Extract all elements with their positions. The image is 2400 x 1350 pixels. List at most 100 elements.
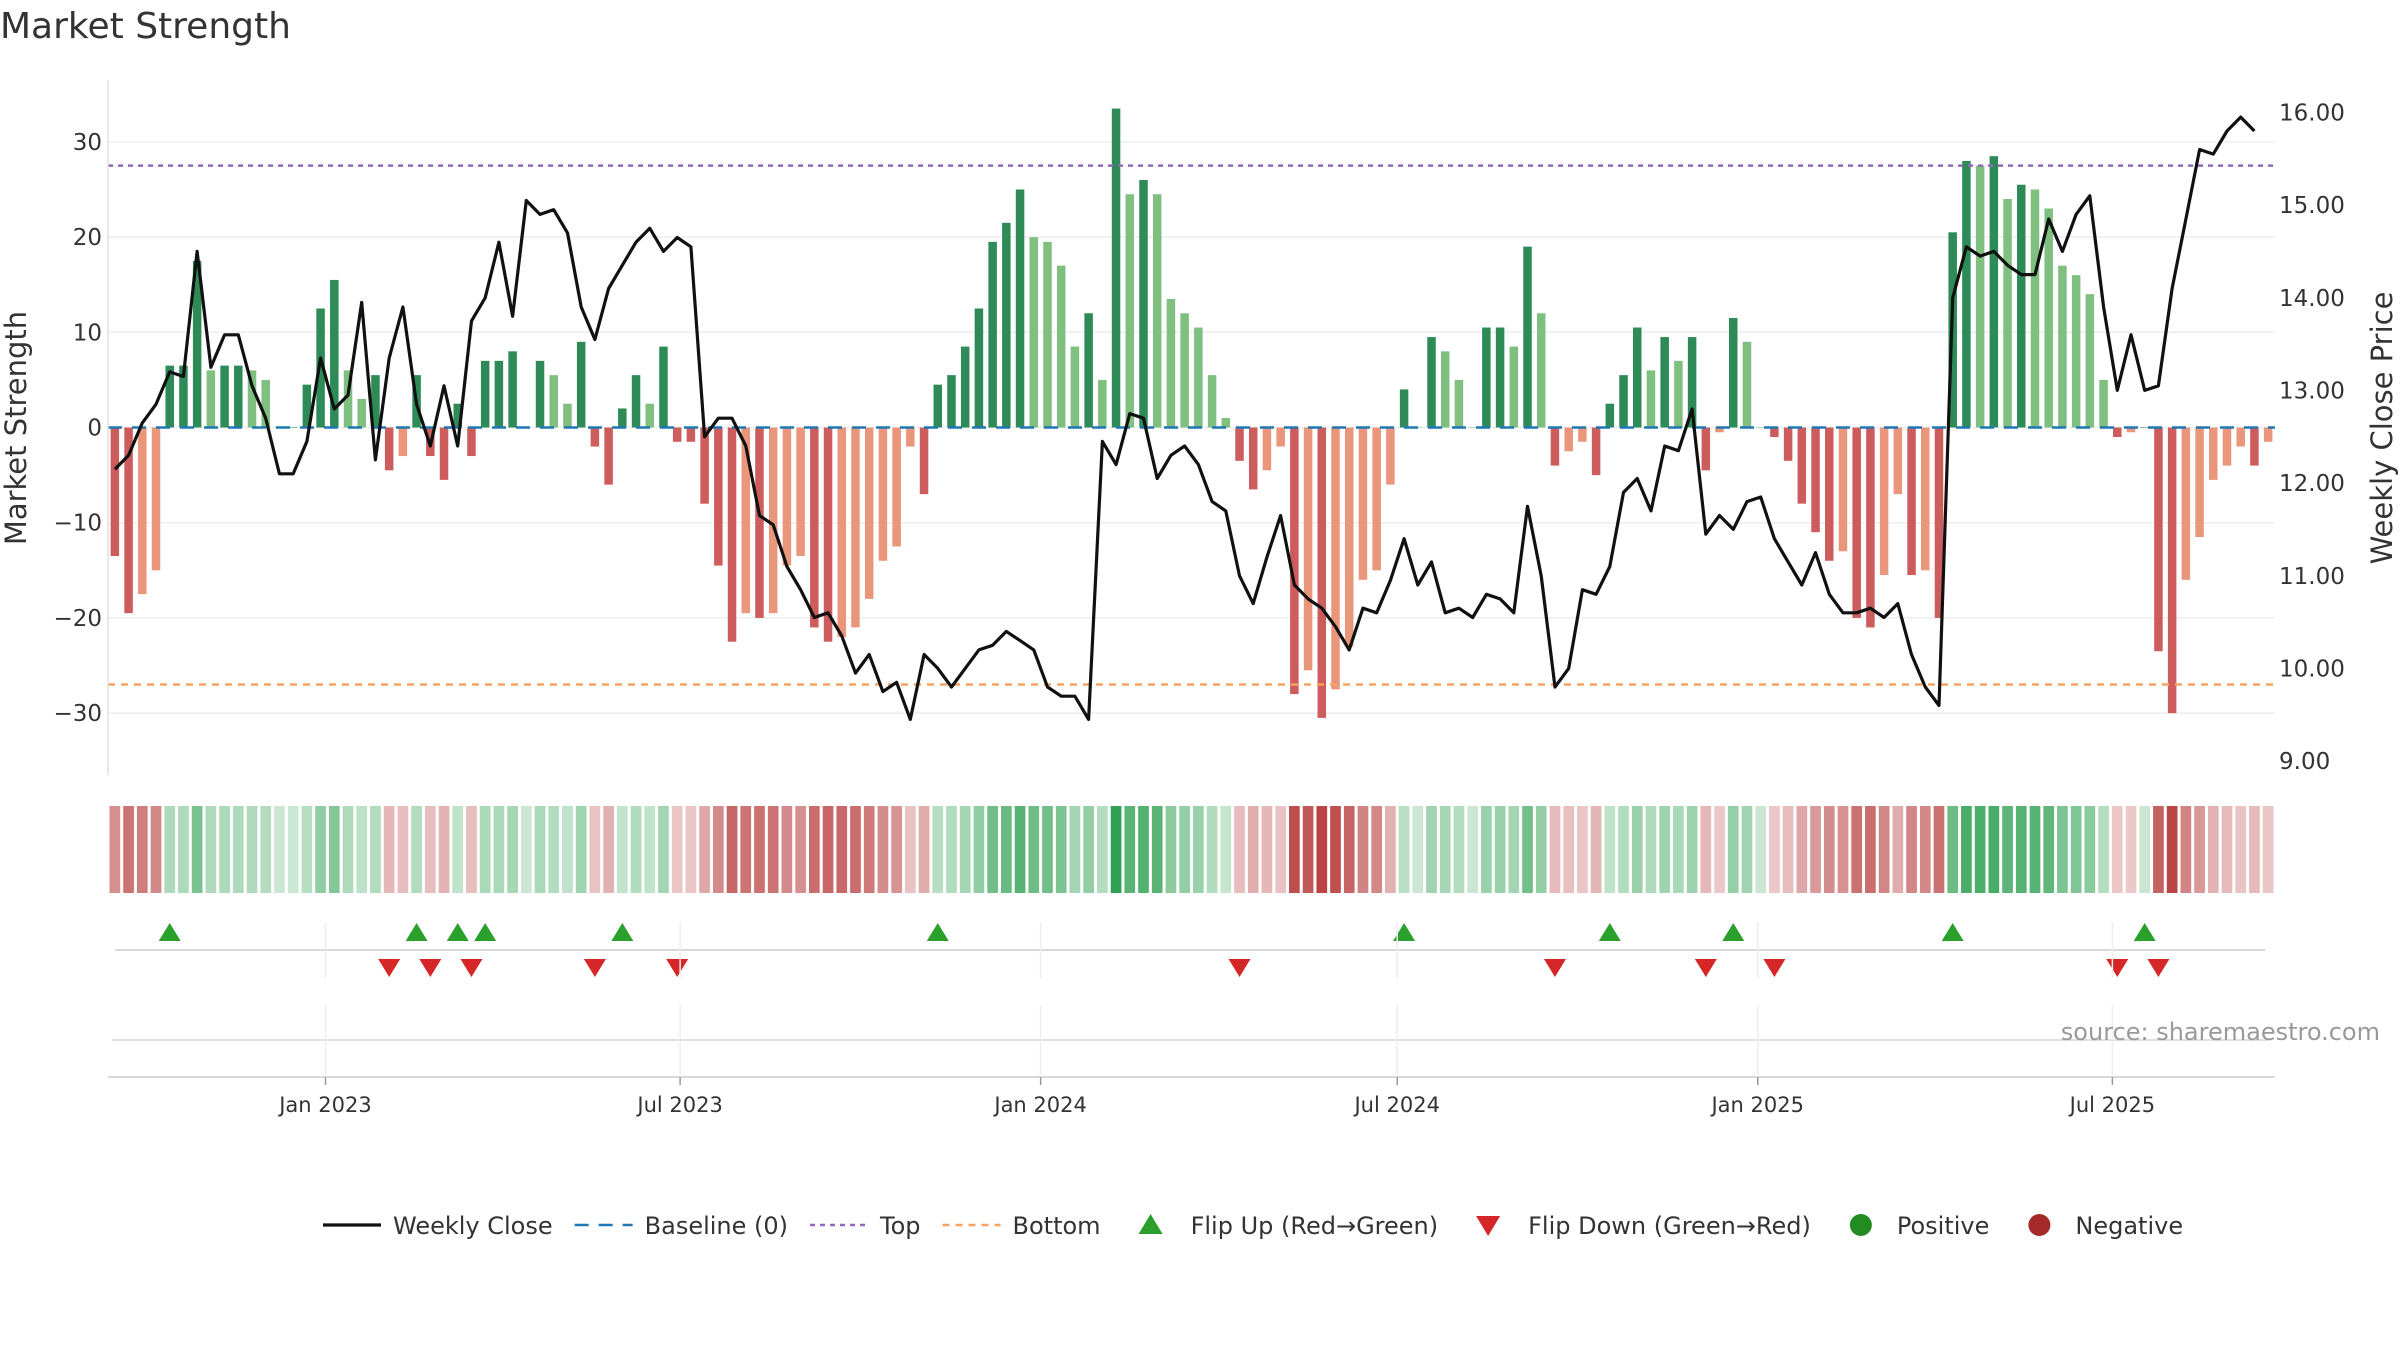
heat-cell xyxy=(2194,806,2205,893)
strength-bar xyxy=(933,384,943,428)
heat-cell xyxy=(1097,806,1108,893)
y-tick-label: 30 xyxy=(73,130,102,156)
strength-bar xyxy=(206,370,216,428)
strength-bar xyxy=(741,427,751,614)
heat-cell xyxy=(1590,806,1602,893)
heat-cell xyxy=(2166,806,2178,893)
y2-tick-label: 10.00 xyxy=(2279,656,2345,682)
strength-bar xyxy=(1111,108,1121,428)
heat-cell xyxy=(754,806,765,893)
strength-bar xyxy=(727,427,737,642)
strength-bar xyxy=(330,279,339,428)
strength-bar xyxy=(1029,237,1039,428)
heat-cell xyxy=(1577,806,1588,893)
strength-bar xyxy=(1015,189,1025,428)
heat-cell xyxy=(370,806,381,893)
weekly-close-polyline xyxy=(113,115,2256,722)
heat-cell xyxy=(493,806,505,893)
legend-label: Bottom xyxy=(1013,1212,1101,1240)
strength-bar xyxy=(714,427,723,566)
x-tick-label: Jan 2023 xyxy=(277,1093,372,1117)
y2-tick-label: 13.00 xyxy=(2279,378,2345,404)
heat-cell xyxy=(328,806,340,893)
strength-bar xyxy=(1207,375,1217,428)
heat-cell xyxy=(589,806,601,893)
strength-bar xyxy=(1728,318,1738,428)
strength-bar xyxy=(618,408,627,428)
strength-bar xyxy=(1166,298,1176,428)
strength-bar xyxy=(384,427,394,471)
weekly-close-line xyxy=(113,115,2256,722)
heat-cell xyxy=(466,806,477,893)
strength-bar xyxy=(1070,346,1080,428)
y-tick-label: −20 xyxy=(53,606,102,632)
heat-cell xyxy=(1357,806,1369,893)
y2-tick-label: 15.00 xyxy=(2279,193,2345,219)
heat-cell xyxy=(1426,806,1437,893)
strength-bar xyxy=(2085,294,2095,428)
heat-cell xyxy=(1055,806,1067,893)
chart-title: Market Strength xyxy=(0,6,291,47)
heat-cell xyxy=(1234,806,1245,893)
heat-cell xyxy=(1261,806,1273,893)
strength-bar xyxy=(371,375,380,428)
heat-cell xyxy=(507,806,518,893)
x-tick-label: Jul 2024 xyxy=(1352,1093,1439,1117)
heat-cell xyxy=(1481,806,1492,893)
heat-cell xyxy=(1714,806,1725,893)
flip-down-marker xyxy=(666,959,689,977)
heat-cell xyxy=(712,806,724,893)
heat-cell xyxy=(1727,806,1739,893)
y2-tick-label: 16.00 xyxy=(2279,100,2345,126)
strength-bar xyxy=(2030,189,2040,428)
strength-bar xyxy=(700,427,709,504)
heat-cell xyxy=(1289,806,1300,893)
strength-bar xyxy=(343,370,353,428)
heat-cell xyxy=(603,806,614,893)
strength-bar xyxy=(110,427,120,557)
heat-cell xyxy=(1412,806,1424,893)
heat-cell xyxy=(1165,806,1177,893)
strength-bar xyxy=(974,308,984,428)
flip-up-marker xyxy=(405,923,428,941)
strength-bar xyxy=(1646,370,1656,428)
strength-bar xyxy=(1578,427,1587,442)
heat-cell xyxy=(301,806,313,893)
heat-cell xyxy=(274,806,285,893)
strength-bar xyxy=(1907,427,1916,576)
heat-cell xyxy=(1179,806,1190,893)
strength-bar xyxy=(1825,427,1834,561)
strength-bar xyxy=(508,351,517,428)
legend-label: Baseline (0) xyxy=(645,1212,788,1240)
strength-bar xyxy=(1797,427,1807,504)
heat-cell xyxy=(575,806,587,893)
heat-cell xyxy=(1837,806,1849,893)
heat-cell xyxy=(1343,806,1355,893)
strength-bar xyxy=(535,360,545,428)
x-tick-label: Jan 2025 xyxy=(1709,1093,1804,1117)
x-tick-label: Jul 2023 xyxy=(635,1093,722,1117)
legend-swatch-flip-up xyxy=(1138,1214,1163,1234)
heat-cell xyxy=(1494,806,1506,893)
heat-cell xyxy=(219,806,230,893)
flip-down-marker xyxy=(583,959,606,977)
heat-cell xyxy=(397,806,409,893)
strength-bar xyxy=(960,346,970,428)
heat-cell xyxy=(2153,806,2164,893)
heat-cell xyxy=(191,806,203,893)
strength-bar xyxy=(398,427,408,457)
strength-bar xyxy=(1139,179,1148,428)
heat-cell xyxy=(520,806,532,893)
strength-bar xyxy=(782,427,792,566)
heat-cell xyxy=(246,806,258,893)
heat-cell xyxy=(946,806,957,893)
heat-cell xyxy=(1398,806,1410,893)
heat-cell xyxy=(548,806,560,893)
heat-cell xyxy=(2249,806,2260,893)
heat-cell xyxy=(2015,806,2027,893)
heat-cell xyxy=(1947,806,1959,893)
heat-cell xyxy=(534,806,546,893)
heat-cell xyxy=(918,806,930,893)
heat-cell xyxy=(1508,806,1520,893)
flip-down-marker xyxy=(1228,959,1251,977)
